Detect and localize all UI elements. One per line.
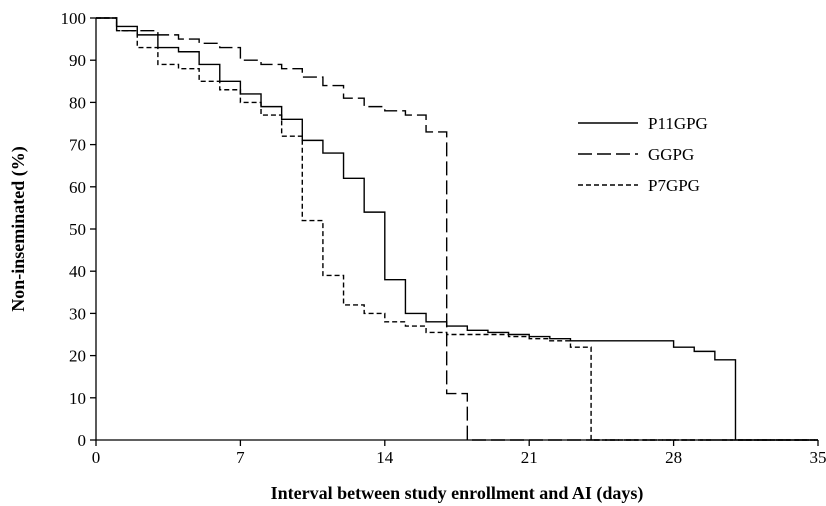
legend: P11GPG GGPG P7GPG: [578, 114, 708, 195]
x-tick-label: 7: [236, 448, 245, 467]
y-tick-label: 60: [69, 178, 86, 197]
x-tick-label: 35: [810, 448, 826, 467]
y-tick-label: 70: [69, 136, 86, 155]
x-tick-label: 21: [521, 448, 538, 467]
x-axis-title: Interval between study enrollment and AI…: [271, 483, 644, 504]
y-axis-title: Non-inseminated (%): [8, 146, 29, 312]
y-tick-label: 100: [61, 9, 87, 28]
legend-label-p11gpg: P11GPG: [648, 114, 708, 133]
series-line-p11gpg: [96, 17, 818, 441]
x-tick-label: 0: [92, 448, 101, 467]
y-tick-label: 30: [69, 304, 86, 323]
y-tick-label: 20: [69, 347, 86, 366]
y-tick-label: 40: [69, 262, 86, 281]
ticks-layer: 0 7 14 21 28 35 0 10 20 30 40 50 60 70 80 90 100: [61, 9, 826, 467]
legend-label-ggpg: GGPG: [648, 145, 694, 164]
x-tick-label: 28: [665, 448, 682, 467]
series-line-ggpg: [96, 17, 818, 441]
y-tick-label: 80: [69, 93, 86, 112]
series-line-p7gpg: [96, 17, 818, 441]
x-tick-label: 14: [376, 448, 394, 467]
series-layer: [96, 17, 818, 441]
legend-label-p7gpg: P7GPG: [648, 176, 700, 195]
y-tick-label: 10: [69, 389, 86, 408]
y-tick-label: 0: [78, 431, 87, 450]
y-tick-label: 50: [69, 220, 86, 239]
y-tick-label: 90: [69, 51, 86, 70]
